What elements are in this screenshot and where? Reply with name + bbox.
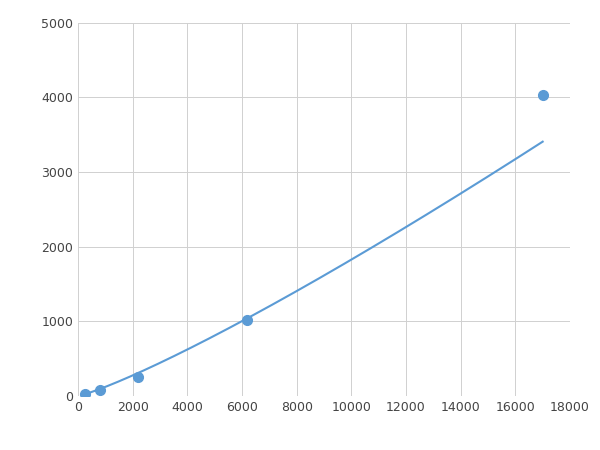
Point xyxy=(80,390,89,397)
Point xyxy=(242,316,252,324)
Point xyxy=(133,374,143,381)
Point xyxy=(538,91,547,99)
Point xyxy=(95,387,104,394)
